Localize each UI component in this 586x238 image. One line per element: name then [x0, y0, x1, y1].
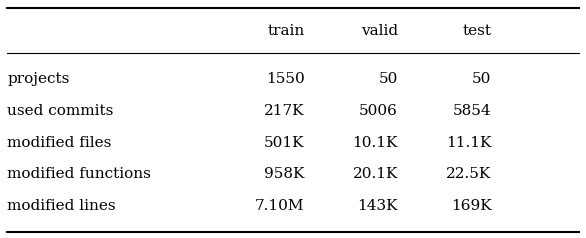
Text: 7.10M: 7.10M — [255, 199, 305, 213]
Text: test: test — [462, 24, 491, 38]
Text: 143K: 143K — [357, 199, 398, 213]
Text: 501K: 501K — [264, 135, 305, 149]
Text: used commits: used commits — [7, 104, 114, 118]
Text: 169K: 169K — [451, 199, 491, 213]
Text: 50: 50 — [472, 72, 491, 86]
Text: modified functions: modified functions — [7, 167, 151, 181]
Text: 20.1K: 20.1K — [353, 167, 398, 181]
Text: 5854: 5854 — [452, 104, 491, 118]
Text: 1550: 1550 — [266, 72, 305, 86]
Text: 11.1K: 11.1K — [446, 135, 491, 149]
Text: modified files: modified files — [7, 135, 111, 149]
Text: projects: projects — [7, 72, 70, 86]
Text: modified lines: modified lines — [7, 199, 116, 213]
Text: train: train — [267, 24, 305, 38]
Text: 217K: 217K — [264, 104, 305, 118]
Text: 5006: 5006 — [359, 104, 398, 118]
Text: valid: valid — [361, 24, 398, 38]
Text: 50: 50 — [379, 72, 398, 86]
Text: 958K: 958K — [264, 167, 305, 181]
Text: 22.5K: 22.5K — [446, 167, 491, 181]
Text: 10.1K: 10.1K — [353, 135, 398, 149]
